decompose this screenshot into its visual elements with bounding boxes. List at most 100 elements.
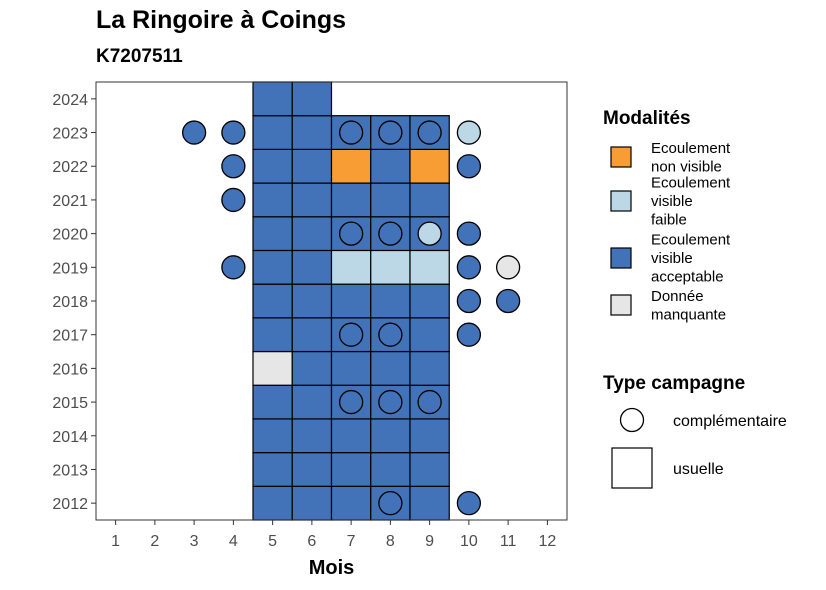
point-2019-11	[495, 255, 521, 280]
tile-2021-6	[291, 182, 333, 218]
tile-2022-7	[330, 148, 372, 184]
point-2015-7	[338, 389, 364, 415]
tile-2024-5	[252, 81, 293, 117]
tile-2014-9	[409, 418, 450, 454]
point-2015-8	[378, 389, 403, 415]
tile-2023-6	[291, 115, 333, 150]
tile-2017-6	[291, 317, 333, 353]
point-2015-9	[417, 389, 442, 415]
tile-2013-8	[370, 452, 411, 487]
tile-2018-7	[330, 283, 372, 319]
point-2021-4	[221, 187, 246, 213]
tile-2024-6	[291, 81, 333, 117]
legend-modalites-title: Modalités	[603, 108, 691, 129]
legend-key-vf	[610, 190, 632, 212]
tile-2019-9	[409, 249, 450, 285]
tile-2019-6	[291, 249, 333, 285]
legend-label-complementaire: complémentaire	[673, 413, 787, 430]
y-tick-label-2023: 2023	[52, 126, 88, 143]
tile-2015-6	[291, 384, 333, 420]
legend-label-va-1: visible	[651, 250, 693, 267]
y-tick-label-2021: 2021	[52, 193, 88, 210]
y-tick-label-2017: 2017	[52, 328, 88, 345]
tile-2022-5	[252, 148, 293, 184]
tile-2012-7	[330, 485, 372, 521]
tile-2016-9	[409, 350, 450, 386]
tile-2013-9	[409, 452, 450, 487]
x-tick-label-7: 7	[347, 533, 356, 550]
tile-2016-6	[291, 350, 333, 386]
chart-subtitle: K7207511	[96, 46, 183, 67]
x-tick-label-10: 10	[460, 533, 478, 550]
point-2023-3	[181, 120, 207, 145]
point-2023-10	[456, 120, 482, 145]
tile-2021-8	[370, 182, 411, 218]
tile-2018-9	[409, 283, 450, 319]
tile-2012-5	[252, 485, 293, 521]
tile-2019-5	[252, 249, 293, 285]
y-tick-label-2020: 2020	[52, 227, 88, 244]
point-2023-4	[221, 120, 246, 145]
legend-label-nv-1: non visible	[651, 158, 722, 175]
tile-2021-9	[409, 182, 450, 218]
legend-label-va-0: Ecoulement	[651, 232, 731, 249]
legend-label-vf-2: faible	[651, 212, 687, 229]
point-2020-7	[338, 221, 364, 246]
point-2022-4	[221, 154, 246, 179]
point-2017-8	[378, 322, 403, 347]
tile-2023-5	[252, 115, 293, 150]
legend-label-dm-1: manquante	[651, 306, 726, 323]
tile-2017-5	[252, 317, 293, 353]
legend-label-nv-0: Ecoulement	[651, 140, 731, 157]
legend-key-va	[610, 247, 632, 269]
tile-2014-6	[291, 418, 333, 454]
point-2018-11	[495, 288, 521, 314]
point-2012-10	[456, 491, 482, 516]
x-tick-label-12: 12	[538, 533, 556, 550]
x-tick-label-4: 4	[229, 533, 238, 550]
x-tick-label-9: 9	[425, 533, 434, 550]
legend-type-title: Type campagne	[603, 373, 745, 394]
y-tick-label-2014: 2014	[52, 429, 88, 446]
tile-2018-8	[370, 283, 411, 319]
x-tick-label-2: 2	[150, 533, 159, 550]
x-tick-label-11: 11	[500, 533, 517, 550]
tile-2013-7	[330, 452, 372, 487]
x-axis-title: Mois	[309, 557, 355, 579]
tile-2016-7	[330, 350, 372, 386]
tile-2020-5	[252, 216, 293, 252]
point-2023-9	[417, 120, 442, 145]
x-tick-label-1: 1	[111, 533, 120, 550]
x-tick-label-6: 6	[307, 533, 316, 550]
x-tick-label-5: 5	[268, 533, 277, 550]
point-2012-8	[378, 491, 403, 516]
y-tick-label-2016: 2016	[52, 361, 88, 378]
y-tick-label-2015: 2015	[52, 395, 88, 412]
point-2020-8	[378, 221, 403, 246]
tile-2012-6	[291, 485, 333, 521]
tile-2020-6	[291, 216, 333, 252]
point-2023-8	[378, 120, 403, 145]
tile-2021-5	[252, 182, 293, 218]
legend-label-vf-0: Ecoulement	[651, 175, 731, 192]
tile-2021-7	[330, 182, 372, 218]
tile-2016-8	[370, 350, 411, 386]
x-tick-label-8: 8	[386, 533, 395, 550]
legend-key-dm	[610, 294, 632, 316]
y-tick-label-2013: 2013	[52, 462, 88, 479]
tile-2018-5	[252, 283, 293, 319]
y-tick-label-2022: 2022	[52, 159, 88, 176]
tile-2012-9	[409, 485, 450, 521]
tile-2013-6	[291, 452, 333, 487]
legend-label-usuelle: usuelle	[673, 461, 724, 478]
point-2023-7	[338, 120, 364, 145]
tile-2013-5	[252, 452, 293, 487]
legend-label-dm-0: Donnée	[651, 288, 704, 305]
y-tick-label-2019: 2019	[52, 260, 88, 277]
tile-2015-5	[252, 384, 293, 420]
point-2020-9	[417, 221, 442, 246]
tile-2016-5	[252, 350, 293, 386]
legend-key-complementaire	[619, 407, 645, 433]
tile-2019-8	[370, 249, 411, 285]
legend-key-usuelle	[611, 447, 653, 489]
